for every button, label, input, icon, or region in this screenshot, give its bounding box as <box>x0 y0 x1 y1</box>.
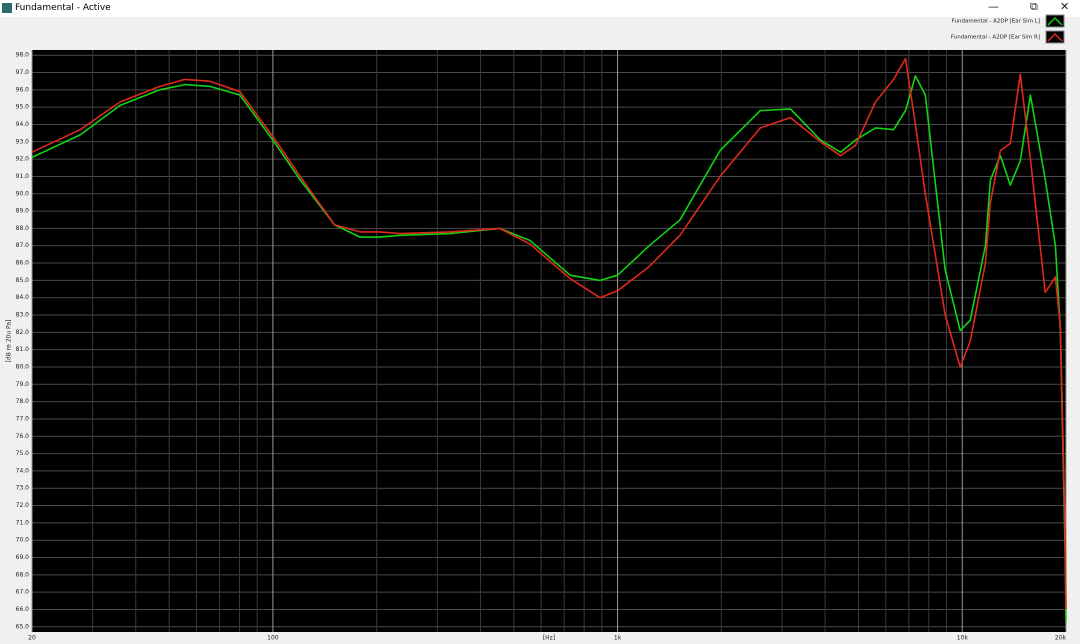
y-tick-label: 97.0 <box>16 69 30 76</box>
y-tick-label: 79.0 <box>16 381 30 388</box>
y-tick-label: 70.0 <box>16 537 30 544</box>
y-tick-label: 88.0 <box>16 225 30 232</box>
y-tick-label: 96.0 <box>16 86 30 93</box>
minimize-button[interactable]: — <box>988 0 999 13</box>
restore-button[interactable]: ⧉ <box>1030 0 1038 13</box>
legend-line <box>1047 32 1063 42</box>
y-tick-label: 81.0 <box>16 346 30 353</box>
y-tick-label: 85.0 <box>16 277 30 284</box>
y-tick-label: 77.0 <box>16 415 30 422</box>
series-line <box>31 75 1067 622</box>
y-tick-label: 87.0 <box>16 242 30 249</box>
x-tick-label: 1k <box>614 635 622 642</box>
x-axis-label: [Hz] <box>543 635 555 642</box>
legend-line <box>1047 16 1063 26</box>
y-tick-label: 74.0 <box>16 467 30 474</box>
y-tick-label: 86.0 <box>16 260 30 267</box>
legend-swatch <box>1045 14 1065 28</box>
y-tick-label: 66.0 <box>16 606 30 613</box>
y-tick-label: 71.0 <box>16 519 30 526</box>
title-bar: Fundamental - Active — ⧉ ✕ <box>0 0 1080 17</box>
y-tick-label: 89.0 <box>16 208 30 215</box>
y-tick-label: 72.0 <box>16 502 30 509</box>
y-tick-label: 73.0 <box>16 485 30 492</box>
x-tick-label: 10k <box>957 635 969 642</box>
y-tick-label: 95.0 <box>16 104 30 111</box>
y-tick-label: 90.0 <box>16 190 30 197</box>
plot-area <box>32 50 1066 632</box>
x-tick-label: 100 <box>267 635 279 642</box>
x-tick-label: 20 <box>28 635 36 642</box>
window-title: Fundamental - Active <box>15 3 111 13</box>
app-icon <box>2 3 12 13</box>
legend-swatch <box>1045 30 1065 44</box>
y-tick-label: 78.0 <box>16 398 30 405</box>
y-tick-label: 69.0 <box>16 554 30 561</box>
y-tick-label: 76.0 <box>16 433 30 440</box>
close-button[interactable]: ✕ <box>1060 0 1070 13</box>
y-tick-label: 83.0 <box>16 312 30 319</box>
y-tick-label: 82.0 <box>16 329 30 336</box>
y-tick-label: 80.0 <box>16 363 30 370</box>
y-tick-label: 92.0 <box>16 156 30 163</box>
y-tick-label: 98.0 <box>16 52 30 59</box>
y-tick-label: 67.0 <box>16 589 30 596</box>
legend-label: Fundamental - A2DP [Ear Sim R] <box>951 35 1040 41</box>
y-tick-label: 75.0 <box>16 450 30 457</box>
series-line <box>31 57 1067 610</box>
y-tick-label: 91.0 <box>16 173 30 180</box>
x-tick-label: 20k <box>1055 635 1067 642</box>
y-tick-label: 68.0 <box>16 571 30 578</box>
y-axis-label: [dB re 20u Pa] <box>6 320 13 363</box>
y-tick-label: 93.0 <box>16 138 30 145</box>
y-tick-label: 84.0 <box>16 294 30 301</box>
y-tick-label: 94.0 <box>16 121 30 128</box>
legend-label: Fundamental - A2DP [Ear Sim L] <box>952 19 1040 25</box>
y-tick-label: 65.0 <box>16 623 30 630</box>
